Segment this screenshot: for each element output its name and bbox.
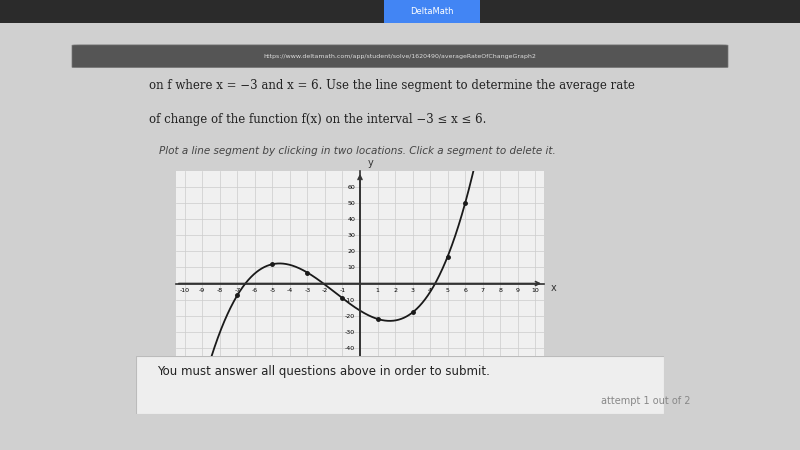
Text: DeltaMath: DeltaMath xyxy=(410,7,454,16)
Bar xyxy=(0,0,800,22)
Text: Plot a line segment by clicking in two locations. Click a segment to delete it.: Plot a line segment by clicking in two l… xyxy=(159,146,556,156)
Text: https://www.deltamath.com/app/student/solve/1620490/averageRateOfChangeGraph2: https://www.deltamath.com/app/student/so… xyxy=(263,54,537,59)
Text: of change of the function f(x) on the interval −3 ≤ x ≤ 6.: of change of the function f(x) on the in… xyxy=(149,113,486,126)
Bar xyxy=(384,0,480,22)
Text: on f where x = −3 and x = 6. Use the line segment to determine the average rate: on f where x = −3 and x = 6. Use the lin… xyxy=(149,79,635,92)
Text: y: y xyxy=(368,158,374,168)
Text: You must answer all questions above in order to submit.: You must answer all questions above in o… xyxy=(157,365,490,378)
Text: The function y = f(x) is graphed below. Plot a line segment connecting the point: The function y = f(x) is graphed below. … xyxy=(149,45,631,58)
Text: attempt 1 out of 2: attempt 1 out of 2 xyxy=(601,396,690,406)
Text: x: x xyxy=(551,284,557,293)
FancyBboxPatch shape xyxy=(72,45,728,68)
